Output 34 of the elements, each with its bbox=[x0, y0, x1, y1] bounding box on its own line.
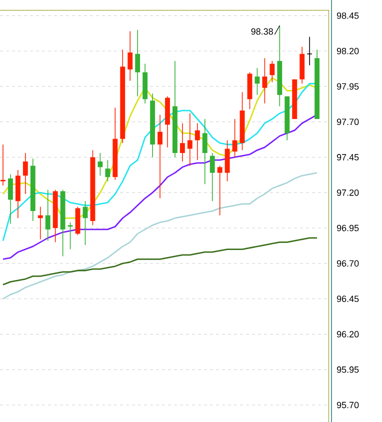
y-tick-label: 96.20 bbox=[336, 331, 359, 338]
candlestick bbox=[306, 36, 312, 66]
candlestick bbox=[105, 160, 110, 182]
candlestick bbox=[217, 165, 222, 216]
candlestick bbox=[194, 122, 200, 160]
candlestick bbox=[210, 152, 215, 202]
candlestick bbox=[22, 152, 28, 194]
candlestick bbox=[187, 112, 192, 166]
y-tick-label: 95.70 bbox=[336, 402, 359, 408]
candlestick bbox=[68, 222, 73, 250]
y-tick-label: 97.70 bbox=[336, 118, 359, 126]
candlestick bbox=[128, 30, 133, 82]
candlestick bbox=[135, 29, 140, 97]
candlestick bbox=[180, 122, 185, 162]
y-tick-label: 97.95 bbox=[336, 83, 359, 90]
annotation: 98.38 bbox=[251, 28, 273, 35]
candlestick bbox=[262, 58, 268, 104]
candlestick bbox=[270, 60, 275, 83]
candlestick bbox=[8, 174, 13, 224]
y-tick-label: 97.45 bbox=[336, 154, 359, 160]
candlestick bbox=[254, 68, 260, 96]
y-tick-label: 98.20 bbox=[336, 48, 359, 54]
y-tick-label: 96.70 bbox=[336, 260, 359, 267]
candlestick bbox=[0, 144, 6, 186]
candlestick bbox=[202, 118, 208, 185]
candlestick bbox=[158, 114, 162, 199]
candlestick bbox=[45, 189, 50, 242]
y-tick-label: 96.95 bbox=[336, 224, 359, 232]
y-tick-label: 96.45 bbox=[336, 296, 359, 302]
y-tick-label: 97.20 bbox=[336, 189, 359, 196]
candlestick bbox=[98, 152, 103, 176]
y-tick-label: 98.45 bbox=[336, 12, 359, 19]
y-tick-label: 95.95 bbox=[336, 366, 359, 373]
candlestick bbox=[232, 118, 238, 158]
